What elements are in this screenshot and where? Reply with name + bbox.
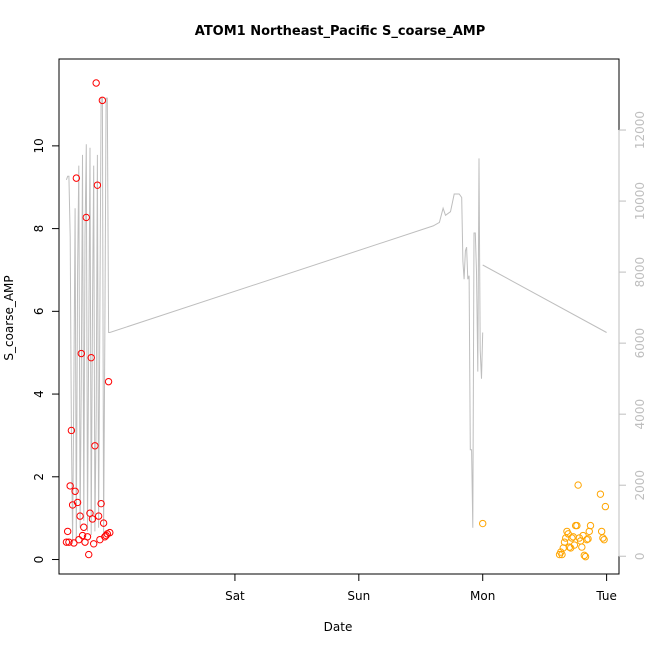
data-point [72,174,81,182]
data-point [574,481,582,489]
data-point [89,540,98,548]
data-point [578,543,586,551]
data-point [88,515,97,523]
data-point [584,535,592,543]
data-point [80,523,88,531]
data-point [62,538,71,546]
y2-tick-label: 10000 [633,182,647,220]
y2-tick-label: 2000 [633,470,647,501]
y-axis-label: S_coarse_AMP [2,275,16,360]
chart-title: ATOM1 Northeast_Pacific S_coarse_AMP [195,24,485,39]
y-tick-label: 6 [32,308,46,316]
data-point [583,535,591,544]
data-point [573,521,581,530]
data-point [93,181,102,189]
y-tick-label: 8 [32,225,46,233]
plot-frame [58,58,620,575]
data-point [83,533,92,541]
data-point [106,528,114,537]
data-point [104,377,113,386]
data-point [85,550,93,559]
y2-tick-label: 4000 [633,399,647,430]
data-point [78,531,87,540]
data-point [70,539,78,547]
data-point [579,531,587,540]
data-point [586,521,595,530]
series-line [482,264,607,333]
plot-layer: Sat Sun Mon Tue 0 2 4 6 8 10 0 2000 4000 6000 8000 1000… [32,79,647,603]
x-tick-label: Sun [347,589,370,603]
y-tick-label: 2 [32,473,46,481]
data-point [600,535,608,544]
data-point [560,538,569,546]
y2-tick-label: 0 [633,552,647,560]
data-point [71,487,79,495]
series-line [65,97,484,543]
data-point [67,426,76,435]
data-point [94,512,103,520]
data-point [99,519,108,527]
y2-tick-label: 8000 [633,257,647,288]
data-point [479,519,487,528]
data-point [601,502,610,511]
data-point [63,527,72,536]
data-point [597,527,606,536]
data-point [82,213,90,222]
data-point [91,442,99,450]
data-point [565,543,574,551]
y-tick-label: 4 [32,390,46,398]
data-point [599,534,607,542]
data-point [98,96,107,105]
data-point [65,538,73,546]
x-tick-label: Tue [595,589,617,603]
data-point [568,534,576,542]
y2-tick-label: 6000 [633,328,647,359]
data-point [75,535,83,544]
data-point [87,353,95,362]
data-point [92,79,100,87]
x-tick-label: Sat [225,589,245,603]
x-axis-label: Date [324,620,353,634]
data-point [73,498,82,507]
data-point [76,512,84,520]
data-point [581,552,590,561]
data-point [580,551,589,560]
data-point [97,499,105,508]
data-point [570,541,579,549]
y2-tick-label: 12000 [633,111,647,149]
data-point [77,349,86,358]
y-tick-label: 10 [32,138,46,153]
y-tick-label: 0 [32,556,46,564]
data-point [596,490,605,498]
x-tick-label: Mon [470,589,495,603]
data-point [66,482,74,490]
